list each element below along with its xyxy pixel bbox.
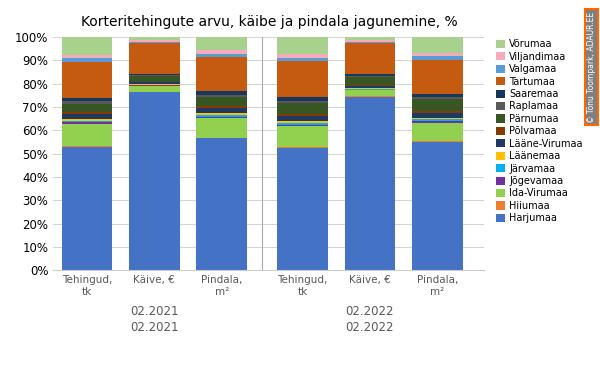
Bar: [412, 60, 463, 94]
Bar: [62, 122, 112, 124]
Bar: [412, 142, 463, 270]
Bar: [344, 37, 395, 40]
Bar: [129, 76, 179, 82]
Bar: [196, 97, 247, 106]
Bar: [62, 98, 112, 102]
Bar: [62, 102, 112, 104]
Bar: [412, 53, 463, 56]
Bar: [412, 120, 463, 121]
Bar: [277, 121, 328, 123]
Bar: [196, 91, 247, 95]
Bar: [344, 40, 395, 42]
Bar: [62, 37, 112, 55]
Bar: [277, 123, 328, 125]
Bar: [277, 61, 328, 98]
Bar: [196, 138, 247, 270]
Bar: [344, 85, 395, 88]
Bar: [129, 43, 179, 74]
Bar: [196, 118, 247, 138]
Bar: [277, 125, 328, 126]
Legend: Võrumaa, Viljandimaa, Valgamaa, Tartumaa, Saaremaa, Raplamaa, Pärnumaa, Põlvamaa: Võrumaa, Viljandimaa, Valgamaa, Tartumaa…: [494, 37, 584, 225]
Bar: [412, 123, 463, 141]
Text: 02.2021: 02.2021: [130, 305, 179, 318]
Bar: [62, 119, 112, 121]
Bar: [196, 115, 247, 116]
Bar: [196, 106, 247, 108]
Bar: [277, 103, 328, 114]
Bar: [344, 96, 395, 270]
Bar: [277, 101, 328, 103]
Bar: [62, 114, 112, 119]
Bar: [344, 77, 395, 85]
Bar: [129, 37, 179, 40]
Bar: [129, 84, 179, 85]
Bar: [196, 57, 247, 91]
Bar: [129, 82, 179, 84]
Bar: [277, 116, 328, 121]
Bar: [129, 74, 179, 75]
Bar: [412, 99, 463, 111]
Text: 02.2021: 02.2021: [130, 321, 179, 334]
Bar: [277, 147, 328, 148]
Text: © Tõnu Toompark, ADAUR.EE: © Tõnu Toompark, ADAUR.EE: [587, 12, 596, 123]
Bar: [412, 141, 463, 142]
Bar: [62, 112, 112, 114]
Bar: [62, 55, 112, 58]
Bar: [62, 121, 112, 122]
Bar: [277, 98, 328, 101]
Bar: [344, 76, 395, 77]
Bar: [344, 88, 395, 89]
Bar: [412, 111, 463, 113]
Bar: [62, 147, 112, 270]
Bar: [344, 89, 395, 90]
Text: 02.2022: 02.2022: [346, 321, 394, 334]
Bar: [196, 116, 247, 118]
Bar: [344, 42, 395, 43]
Bar: [344, 43, 395, 74]
Bar: [412, 56, 463, 60]
Bar: [277, 37, 328, 54]
Title: Korteritehingute arvu, käibe ja pindala jagunemine, %: Korteritehingute arvu, käibe ja pindala …: [80, 15, 457, 29]
Bar: [129, 42, 179, 43]
Bar: [277, 114, 328, 116]
Bar: [62, 62, 112, 98]
Bar: [196, 54, 247, 57]
Bar: [412, 37, 463, 53]
Bar: [129, 40, 179, 42]
Bar: [62, 146, 112, 147]
Bar: [412, 94, 463, 97]
Bar: [129, 86, 179, 92]
Bar: [277, 126, 328, 147]
Bar: [277, 54, 328, 58]
Bar: [412, 118, 463, 120]
Bar: [62, 58, 112, 62]
Bar: [196, 51, 247, 54]
Bar: [344, 90, 395, 96]
Bar: [196, 37, 247, 51]
Bar: [412, 113, 463, 118]
Bar: [344, 74, 395, 76]
Bar: [129, 75, 179, 76]
Bar: [277, 148, 328, 270]
Text: 02.2022: 02.2022: [346, 305, 394, 318]
Bar: [412, 97, 463, 99]
Bar: [196, 95, 247, 97]
Bar: [412, 121, 463, 123]
Bar: [62, 124, 112, 146]
Bar: [196, 113, 247, 115]
Bar: [62, 104, 112, 112]
Bar: [196, 108, 247, 113]
Bar: [129, 92, 179, 270]
Bar: [277, 58, 328, 61]
Bar: [129, 85, 179, 86]
